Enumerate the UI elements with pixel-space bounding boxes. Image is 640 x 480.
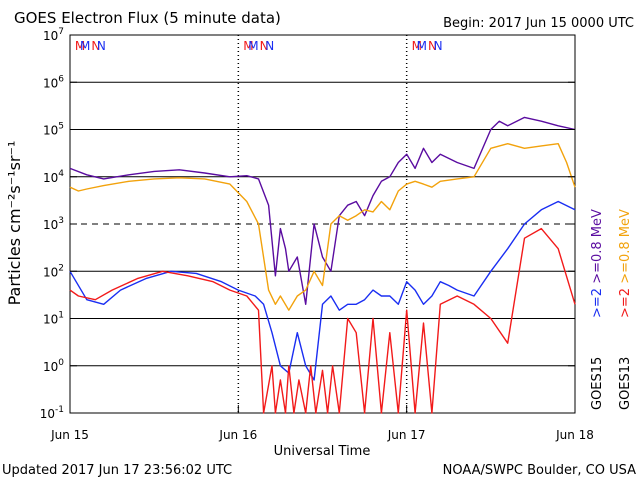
y-tick-label: 107 xyxy=(43,27,64,43)
marker-label: N xyxy=(97,39,106,53)
y-tick-label: 101 xyxy=(43,311,64,327)
x-tick-label: Jun 16 xyxy=(218,428,257,442)
updated-time: Updated 2017 Jun 17 23:56:02 UTC xyxy=(2,463,232,478)
legend-entries: >=2 >=0.8 MeV xyxy=(590,209,605,318)
marker-label: M xyxy=(243,39,253,53)
legend: GOES15 >=2 >=0.8 MeV GOES13 >=2 >=0.8 MeV xyxy=(590,209,633,410)
x-tick-label: Jun 18 xyxy=(555,428,594,442)
marker-label: N xyxy=(428,39,437,53)
marker-label: M xyxy=(417,39,427,53)
y-tick-label: 105 xyxy=(43,122,64,138)
marker-label: M xyxy=(248,39,258,53)
series-line xyxy=(69,227,576,414)
legend-satellite: GOES13 xyxy=(618,357,633,410)
x-tick-label: Jun 15 xyxy=(50,428,89,442)
y-tick-label: 103 xyxy=(43,216,64,232)
series-line xyxy=(69,200,576,381)
mn-markers: MM NN MM NN MM NN xyxy=(75,39,443,53)
credit: NOAA/SWPC Boulder, CO USA xyxy=(443,463,636,478)
marker-label: N xyxy=(265,39,274,53)
y-tick-label: 102 xyxy=(43,263,64,279)
marker-label: M xyxy=(412,39,422,53)
marker-label: N xyxy=(91,39,100,53)
series-line xyxy=(69,142,576,311)
y-tick-label: 104 xyxy=(43,169,64,185)
chart-title: GOES Electron Flux (5 minute data) xyxy=(14,9,281,27)
y-axis-label: Particles cm⁻²s⁻¹sr⁻¹ xyxy=(5,141,24,306)
series-layer xyxy=(69,116,576,414)
marker-label: M xyxy=(75,39,85,53)
y-tick-label: 106 xyxy=(43,74,64,90)
y-tick-label: 10-1 xyxy=(40,405,64,421)
marker-label: N xyxy=(434,39,443,53)
y-tick-label: 100 xyxy=(43,358,64,374)
x-axis: Jun 15 Jun 16 Jun 17 Jun 18 xyxy=(50,405,594,442)
x-axis-label: Universal Time xyxy=(274,444,371,459)
legend-satellite: GOES15 xyxy=(590,357,605,410)
plot-area: MM NN MM NN MM NN xyxy=(69,34,576,414)
marker-label: M xyxy=(80,39,90,53)
begin-time: Begin: 2017 Jun 15 0000 UTC xyxy=(443,16,634,31)
y-axis: 107 106 105 104 103 102 101 100 10-1 xyxy=(40,27,575,421)
marker-label: N xyxy=(260,39,269,53)
legend-entries: >=2 >=0.8 MeV xyxy=(618,209,633,318)
series-line xyxy=(69,116,576,305)
x-tick-label: Jun 17 xyxy=(387,428,426,442)
